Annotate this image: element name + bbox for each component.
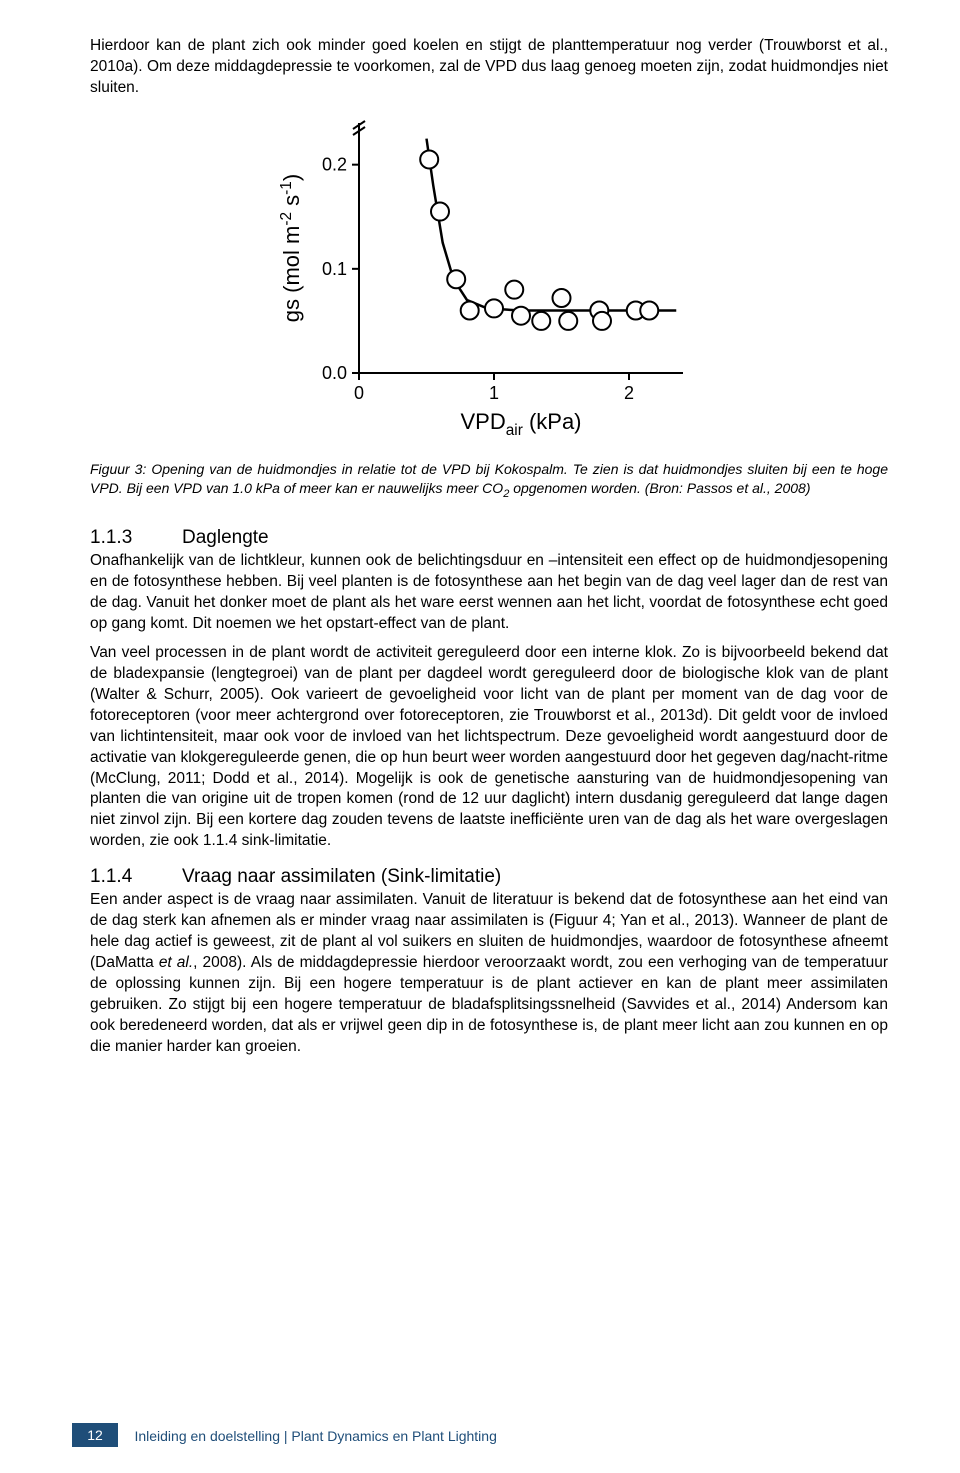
svg-text:1: 1 [489, 383, 499, 403]
figure-3-svg: 0120.00.10.2VPDair (kPa)gs (mol m-2 s-1) [279, 113, 699, 443]
section-113-body-1: Onafhankelijk van de lichtkleur, kunnen … [90, 551, 888, 635]
page-footer: 12 Inleiding en doelstelling | Plant Dyn… [72, 1423, 497, 1447]
svg-text:0.0: 0.0 [322, 363, 347, 383]
section-114-title: Vraag naar assimilaten (Sink-limitatie) [182, 866, 501, 887]
section-114-heading: 1.1.4Vraag naar assimilaten (Sink-limita… [90, 866, 888, 888]
page: Hierdoor kan de plant zich ook minder go… [0, 0, 960, 1473]
svg-text:gs (mol m-2 s-1): gs (mol m-2 s-1) [279, 174, 304, 322]
section-114-number: 1.1.4 [90, 866, 182, 888]
intro-paragraph: Hierdoor kan de plant zich ook minder go… [90, 36, 888, 99]
section-113-title: Daglengte [182, 527, 269, 548]
svg-text:0.1: 0.1 [322, 259, 347, 279]
figure-3-caption: Figuur 3: Opening van de huidmondjes in … [90, 460, 888, 502]
svg-text:2: 2 [624, 383, 634, 403]
section-114-body: Een ander aspect is de vraag naar assimi… [90, 890, 888, 1057]
svg-text:0: 0 [354, 383, 364, 403]
section-114-body-italic: et al. [159, 954, 193, 971]
section-114-body-post: , 2008). Als de middagdepressie hierdoor… [90, 954, 888, 1055]
footer-text: Inleiding en doelstelling | Plant Dynami… [134, 1428, 496, 1444]
section-113-heading: 1.1.3Daglengte [90, 527, 888, 549]
page-number: 12 [72, 1423, 118, 1447]
caption-text-post: opgenomen worden. (Bron: Passos et al., … [509, 480, 810, 496]
section-113-number: 1.1.3 [90, 527, 182, 549]
svg-text:0.2: 0.2 [322, 154, 347, 174]
figure-3: 0120.00.10.2VPDair (kPa)gs (mol m-2 s-1) [279, 113, 699, 448]
section-113-body-2: Van veel processen in de plant wordt de … [90, 643, 888, 852]
